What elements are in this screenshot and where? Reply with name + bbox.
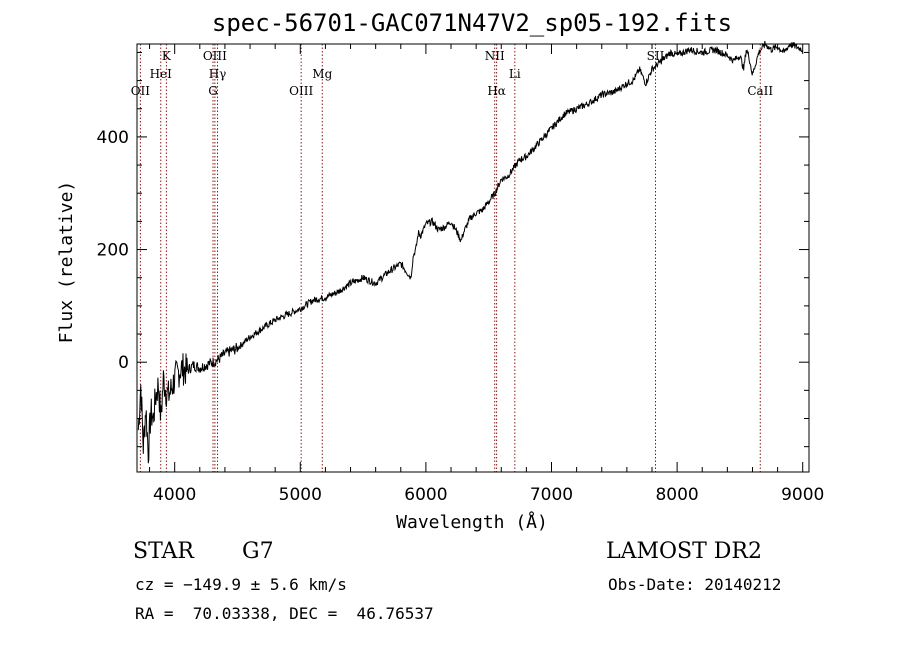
object-class: STAR	[133, 539, 194, 564]
line-label-11: SII	[647, 49, 665, 63]
x-tick-label-1: 5000	[279, 485, 322, 505]
axis-ticks: 4000 5000 6000 7000 8000 9000 0 200 400	[97, 44, 824, 505]
line-label-10: Li	[509, 67, 521, 81]
y-tick-label-2: 400	[97, 128, 129, 148]
line-label-2: K	[162, 49, 172, 63]
line-label-6: OIII	[289, 84, 313, 98]
plot-frame	[136, 43, 810, 473]
object-subclass: G7	[242, 539, 274, 564]
line-label-12: CaII	[747, 84, 773, 98]
x-tick-label-2: 6000	[404, 485, 447, 505]
y-tick-label-0: 0	[118, 353, 129, 373]
observation-date: Obs-Date: 20140212	[608, 575, 782, 594]
line-label-3: OIII	[203, 49, 227, 63]
line-label-4: Hγ	[209, 67, 227, 81]
line-label-5: G	[208, 84, 218, 98]
x-tick-label-5: 9000	[781, 485, 824, 505]
line-label-1: HeI	[150, 67, 173, 81]
survey-name: LAMOST DR2	[606, 539, 762, 564]
x-tick-label-0: 4000	[153, 485, 196, 505]
line-label-7: Mg	[312, 67, 332, 81]
line-label-0: OII	[131, 84, 151, 98]
y-tick-label-1: 200	[97, 241, 129, 261]
x-tick-label-4: 8000	[655, 485, 698, 505]
coordinates-readout: RA = 70.03338, DEC = 46.76537	[135, 604, 434, 623]
redshift-readout: cz = −149.9 ± 5.6 km/s	[135, 575, 347, 594]
chart-title: spec-56701-GAC071N47V2_sp05-192.fits	[212, 9, 732, 37]
x-tick-label-3: 7000	[530, 485, 573, 505]
spectrum-line	[137, 40, 803, 464]
x-axis-label: Wavelength (Å)	[396, 511, 548, 533]
line-label-9: Hα	[487, 84, 506, 98]
line-label-8: NII	[485, 49, 505, 63]
y-axis-label: Flux (relative)	[56, 181, 77, 344]
